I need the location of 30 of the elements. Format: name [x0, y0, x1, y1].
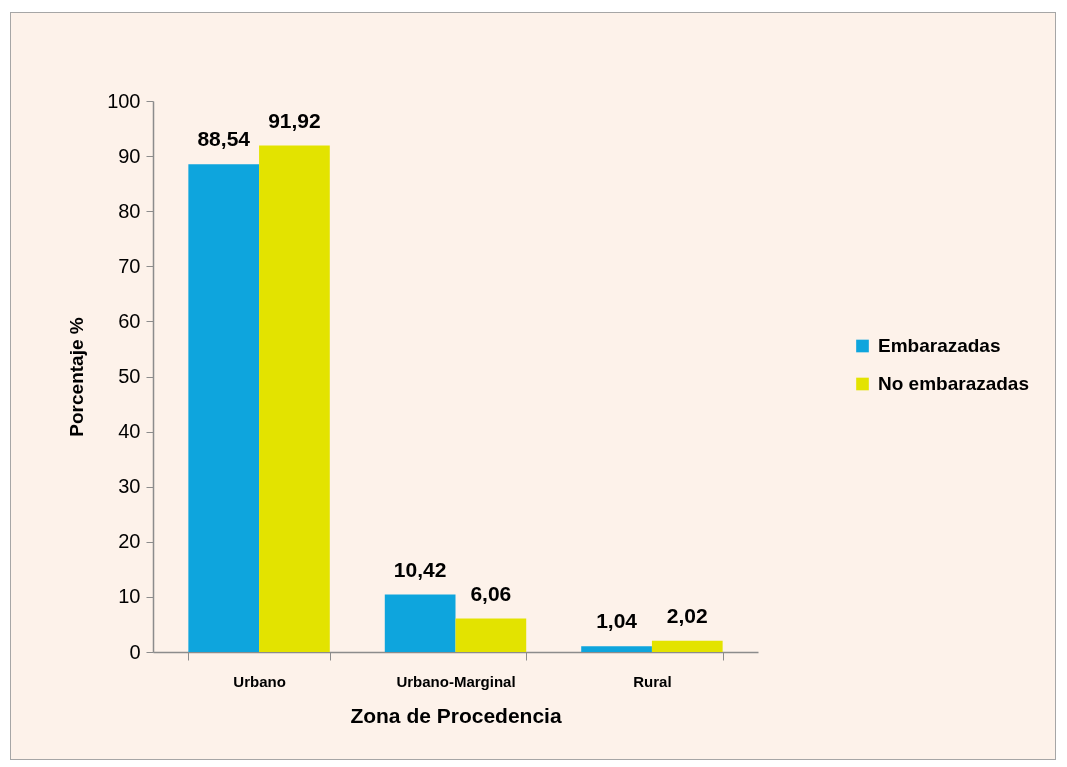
x-axis-title: Zona de Procedencia — [350, 703, 562, 727]
bar — [188, 164, 260, 652]
y-tick-label: 90 — [118, 144, 141, 167]
x-tick-label: Rural — [633, 672, 672, 690]
bar — [259, 145, 330, 652]
y-tick-label: 70 — [118, 254, 141, 277]
bar — [455, 618, 527, 652]
y-tick-label: 10 — [118, 585, 141, 608]
y-tick-label: 20 — [118, 530, 141, 553]
bar — [581, 646, 652, 652]
y-tick-label: 30 — [118, 475, 141, 498]
y-tick-label: 40 — [118, 420, 141, 443]
y-tick-label: 80 — [118, 199, 141, 222]
y-tick-label: 100 — [107, 89, 141, 112]
data-label: 88,54 — [197, 127, 251, 151]
legend-label: Embarazadas — [878, 335, 1001, 356]
bar — [651, 640, 723, 652]
data-label: 1,04 — [596, 609, 638, 633]
data-label: 10,42 — [393, 557, 447, 581]
legend-label: No embarazadas — [878, 373, 1030, 394]
data-label: 91,92 — [268, 108, 321, 132]
y-tick-label: 50 — [118, 365, 141, 387]
x-tick-label: Urbano-Marginal — [396, 672, 516, 690]
bar — [384, 594, 456, 652]
y-tick-label: 60 — [118, 309, 141, 332]
x-tick-label: Urbano — [233, 672, 286, 690]
data-label: 6,06 — [470, 581, 512, 605]
y-tick-label: 0 — [129, 640, 141, 663]
y-axis-title: Porcentaje % — [66, 317, 88, 437]
data-label: 2,02 — [666, 603, 708, 627]
